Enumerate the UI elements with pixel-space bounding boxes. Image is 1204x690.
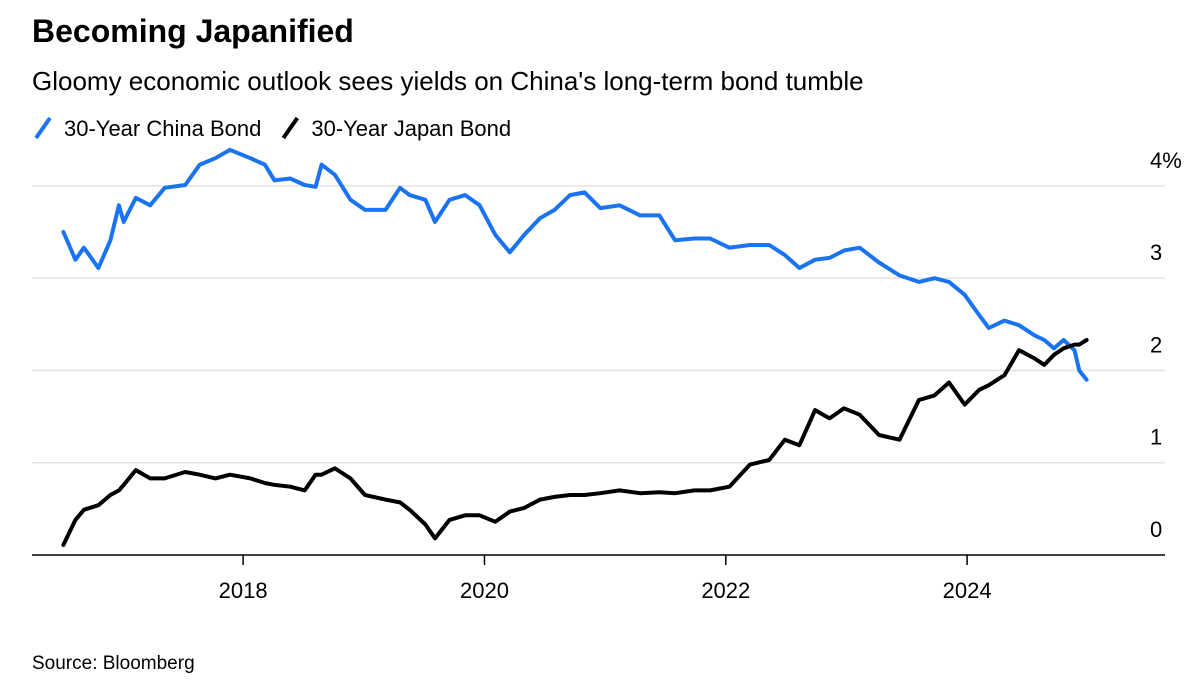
- legend-swatch: [281, 116, 299, 140]
- y-tick-label: 1: [1150, 425, 1162, 450]
- series-line: [61, 338, 1089, 547]
- x-tick-label: 2020: [460, 578, 509, 603]
- legend-swatch: [34, 116, 52, 140]
- y-tick-label: 0: [1150, 517, 1162, 542]
- legend-label: 30-Year China Bond: [64, 116, 261, 141]
- x-tick-label: 2024: [943, 578, 992, 603]
- y-tick-label: 4%: [1150, 148, 1182, 173]
- legend: 30-Year China Bond 30-Year Japan Bond: [34, 116, 511, 141]
- legend-label: 30-Year Japan Bond: [311, 116, 511, 141]
- source: Source: Bloomberg: [32, 653, 195, 674]
- series-line: [61, 147, 1089, 382]
- x-tick-label: 2022: [701, 578, 750, 603]
- x-tick-label: 2018: [219, 578, 268, 603]
- y-tick-label: 2: [1150, 332, 1162, 357]
- chart-title: Becoming Japanified: [32, 13, 354, 49]
- chart-subtitle: Gloomy economic outlook sees yields on C…: [32, 66, 864, 96]
- y-tick-label: 3: [1150, 240, 1162, 265]
